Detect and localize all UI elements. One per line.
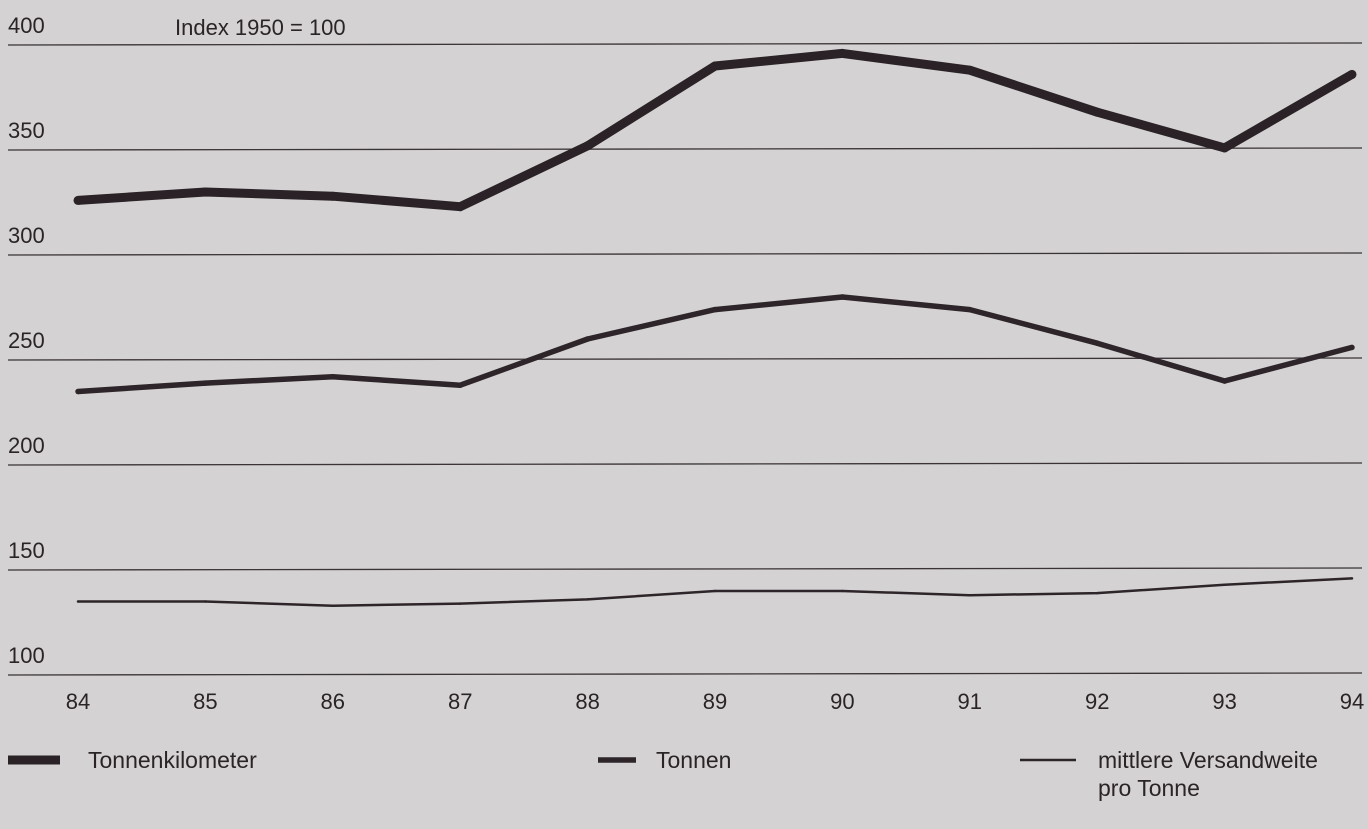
data-point xyxy=(455,202,465,212)
data-point xyxy=(328,191,338,201)
series-lines xyxy=(73,48,1357,607)
data-point xyxy=(1221,378,1228,384)
data-point xyxy=(73,195,83,205)
data-point xyxy=(457,382,463,388)
data-point xyxy=(1347,69,1357,79)
data-point xyxy=(200,187,210,197)
grid-line-350 xyxy=(7,147,1363,151)
data-point xyxy=(967,306,973,313)
data-point xyxy=(1223,583,1226,586)
data-point xyxy=(1220,143,1230,153)
legend-label: Tonnenkilometer xyxy=(88,747,257,773)
y-tick-label: 400 xyxy=(8,13,45,38)
x-tick-label: 93 xyxy=(1212,689,1236,714)
data-point xyxy=(1095,591,1099,595)
data-point xyxy=(837,48,847,58)
data-point xyxy=(458,602,462,605)
x-tick-label: 90 xyxy=(830,689,854,714)
x-tick-label: 87 xyxy=(448,689,472,714)
data-point xyxy=(1349,344,1355,351)
data-point xyxy=(841,589,844,593)
series-line xyxy=(77,48,1355,212)
y-tick-labels: 400 350 300 250 200 150 100 xyxy=(8,13,45,668)
data-point xyxy=(204,600,207,603)
x-tick-label: 84 xyxy=(66,689,90,714)
y-tick-label: 350 xyxy=(8,118,45,143)
data-point xyxy=(965,65,975,75)
data-point xyxy=(1350,577,1354,580)
index-annotation: Index 1950 = 100 xyxy=(175,15,346,40)
legend-label: Tonnen xyxy=(656,747,731,773)
grid-line-400 xyxy=(7,42,1363,46)
grid-line-150 xyxy=(7,567,1363,571)
data-point xyxy=(712,306,718,313)
grid-line-100 xyxy=(7,672,1363,676)
x-tick-label: 89 xyxy=(703,689,727,714)
x-tick-label: 91 xyxy=(958,689,982,714)
x-tick-label: 85 xyxy=(193,689,217,714)
data-point xyxy=(713,589,717,593)
y-tick-label: 250 xyxy=(8,328,45,353)
y-tick-label: 200 xyxy=(8,433,45,458)
x-tick-label: 94 xyxy=(1340,689,1364,714)
data-point xyxy=(1094,340,1100,346)
series-3 xyxy=(76,577,1354,607)
data-point xyxy=(75,388,81,395)
data-point xyxy=(586,598,589,601)
legend-item: Tonnenkilometer xyxy=(8,747,257,773)
data-point xyxy=(839,294,846,300)
data-point xyxy=(330,374,336,380)
x-tick-labels: 84 85 86 87 88 89 90 91 92 93 94 xyxy=(66,689,1364,714)
legend-item: Tonnen xyxy=(598,747,731,773)
x-tick-label: 86 xyxy=(321,689,345,714)
grid-line-200 xyxy=(7,462,1363,466)
data-point xyxy=(584,336,591,342)
y-tick-label: 100 xyxy=(8,643,45,668)
grid-line-300 xyxy=(7,252,1363,256)
data-point xyxy=(583,141,593,151)
data-point xyxy=(1092,107,1102,117)
y-tick-label: 300 xyxy=(8,223,45,248)
data-point xyxy=(710,61,720,71)
legend-label: pro Tonne xyxy=(1098,775,1200,801)
y-tick-label: 150 xyxy=(8,538,45,563)
data-point xyxy=(331,604,335,607)
series-1 xyxy=(73,48,1357,212)
legend-label: mittlere Versandweite xyxy=(1098,747,1318,773)
x-tick-label: 88 xyxy=(575,689,599,714)
legend: Tonnenkilometer Tonnen mittlere Versandwei… xyxy=(8,747,1318,801)
series-2 xyxy=(75,294,1355,395)
data-point xyxy=(968,593,972,597)
data-point xyxy=(76,600,80,603)
x-tick-label: 92 xyxy=(1085,689,1109,714)
grid-lines xyxy=(7,42,1363,676)
grid-line-250 xyxy=(7,357,1363,361)
data-point xyxy=(202,380,209,386)
